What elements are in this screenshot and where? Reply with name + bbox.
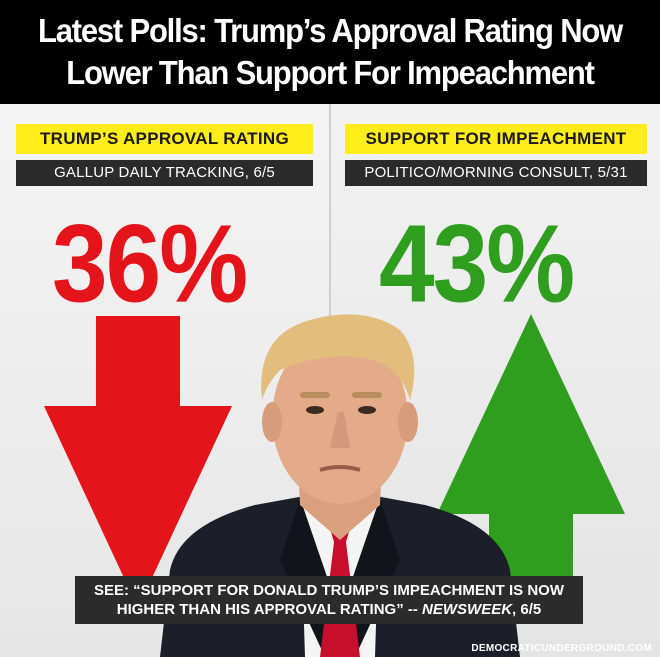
impeachment-value: 43%	[379, 202, 575, 326]
impeachment-heading: SUPPORT FOR IMPEACHMENT	[345, 124, 647, 154]
arrow-up-icon	[437, 314, 625, 604]
caption-box: SEE: “SUPPORT FOR DONALD TRUMP’S IMPEACH…	[75, 576, 583, 624]
impeachment-source: POLITICO/MORNING CONSULT, 5/31	[345, 160, 647, 186]
approval-source: GALLUP DAILY TRACKING, 6/5	[16, 160, 313, 186]
caption-date: , 6/5	[512, 601, 542, 618]
caption-line-2-text: HIGHER THAN HIS APPROVAL RATING” --	[116, 601, 423, 618]
title-line-2: Lower Than Support For Impeachment	[66, 53, 595, 92]
approval-panel: TRUMP’S APPROVAL RATING GALLUP DAILY TRA…	[0, 104, 329, 657]
arrow-down-icon	[44, 316, 232, 606]
watermark: DEMOCRATICUNDERGROUND.COM	[471, 643, 652, 654]
title-line-1: Latest Polls: Trump’s Approval Rating No…	[37, 11, 623, 50]
header: Latest Polls: Trump’s Approval Rating No…	[0, 0, 660, 104]
approval-heading: TRUMP’S APPROVAL RATING	[16, 124, 313, 154]
caption-source: NEWSWEEK	[422, 601, 513, 618]
approval-value: 36%	[52, 202, 248, 326]
caption-line-2: HIGHER THAN HIS APPROVAL RATING” -- NEWS…	[75, 600, 583, 619]
caption-line-1: SEE: “SUPPORT FOR DONALD TRUMP’S IMPEACH…	[93, 582, 564, 599]
